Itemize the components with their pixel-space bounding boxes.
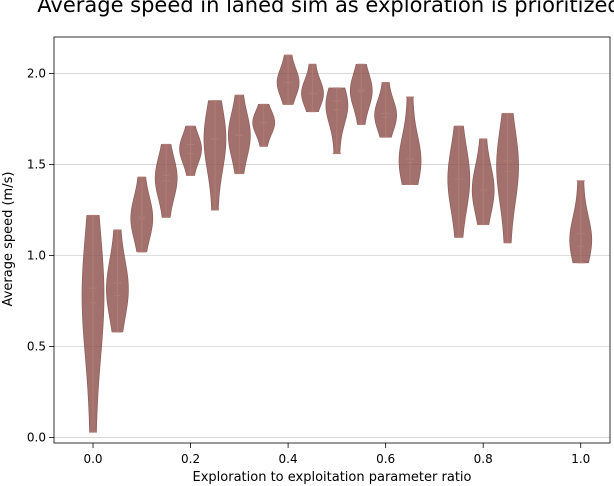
- y-axis-label: Average speed (m/s): [1, 172, 16, 307]
- x-tick-label: 0.4: [279, 452, 298, 466]
- violin-group: [276, 54, 300, 105]
- violin-group: [227, 94, 251, 175]
- violin-group: [106, 229, 129, 333]
- violin-group: [374, 81, 398, 138]
- violin-group: [252, 103, 276, 147]
- violin-group: [179, 125, 202, 176]
- violin-group: [349, 63, 373, 125]
- x-tick-label: 0.0: [83, 452, 102, 466]
- y-tick-label: 1.0: [27, 248, 46, 262]
- x-axis-label: Exploration to exploitation parameter ra…: [193, 470, 472, 485]
- x-tick-label: 0.2: [181, 452, 200, 466]
- violin-group: [447, 125, 471, 238]
- x-tick-label: 0.6: [376, 452, 395, 466]
- violin-group: [203, 100, 227, 211]
- y-axis-ticks: 0.0 0.5 1.0 1.5 2.0: [27, 66, 54, 445]
- violin-group: [569, 180, 593, 264]
- y-tick-label: 0.5: [27, 340, 46, 354]
- plot-area-frame: [53, 36, 611, 444]
- chart-title: Average speed in laned sim as exploratio…: [37, 0, 614, 17]
- y-tick-label: 2.0: [27, 66, 46, 80]
- violin-group: [471, 138, 495, 226]
- x-tick-label: 0.8: [474, 452, 493, 466]
- violin-group: [301, 63, 324, 113]
- violin-group: [325, 87, 349, 155]
- y-tick-label: 0.0: [27, 431, 46, 445]
- y-tick-label: 1.5: [27, 157, 46, 171]
- violin-group: [398, 96, 422, 186]
- violin-group: [154, 143, 178, 218]
- violin-group: [81, 214, 105, 433]
- violin-group: [130, 176, 154, 253]
- x-tick-label: 1.0: [571, 452, 590, 466]
- violin-series: [81, 54, 593, 433]
- violin-group: [496, 112, 519, 244]
- x-axis-ticks: 0.0 0.2 0.4 0.6 0.8 1.0: [83, 443, 590, 466]
